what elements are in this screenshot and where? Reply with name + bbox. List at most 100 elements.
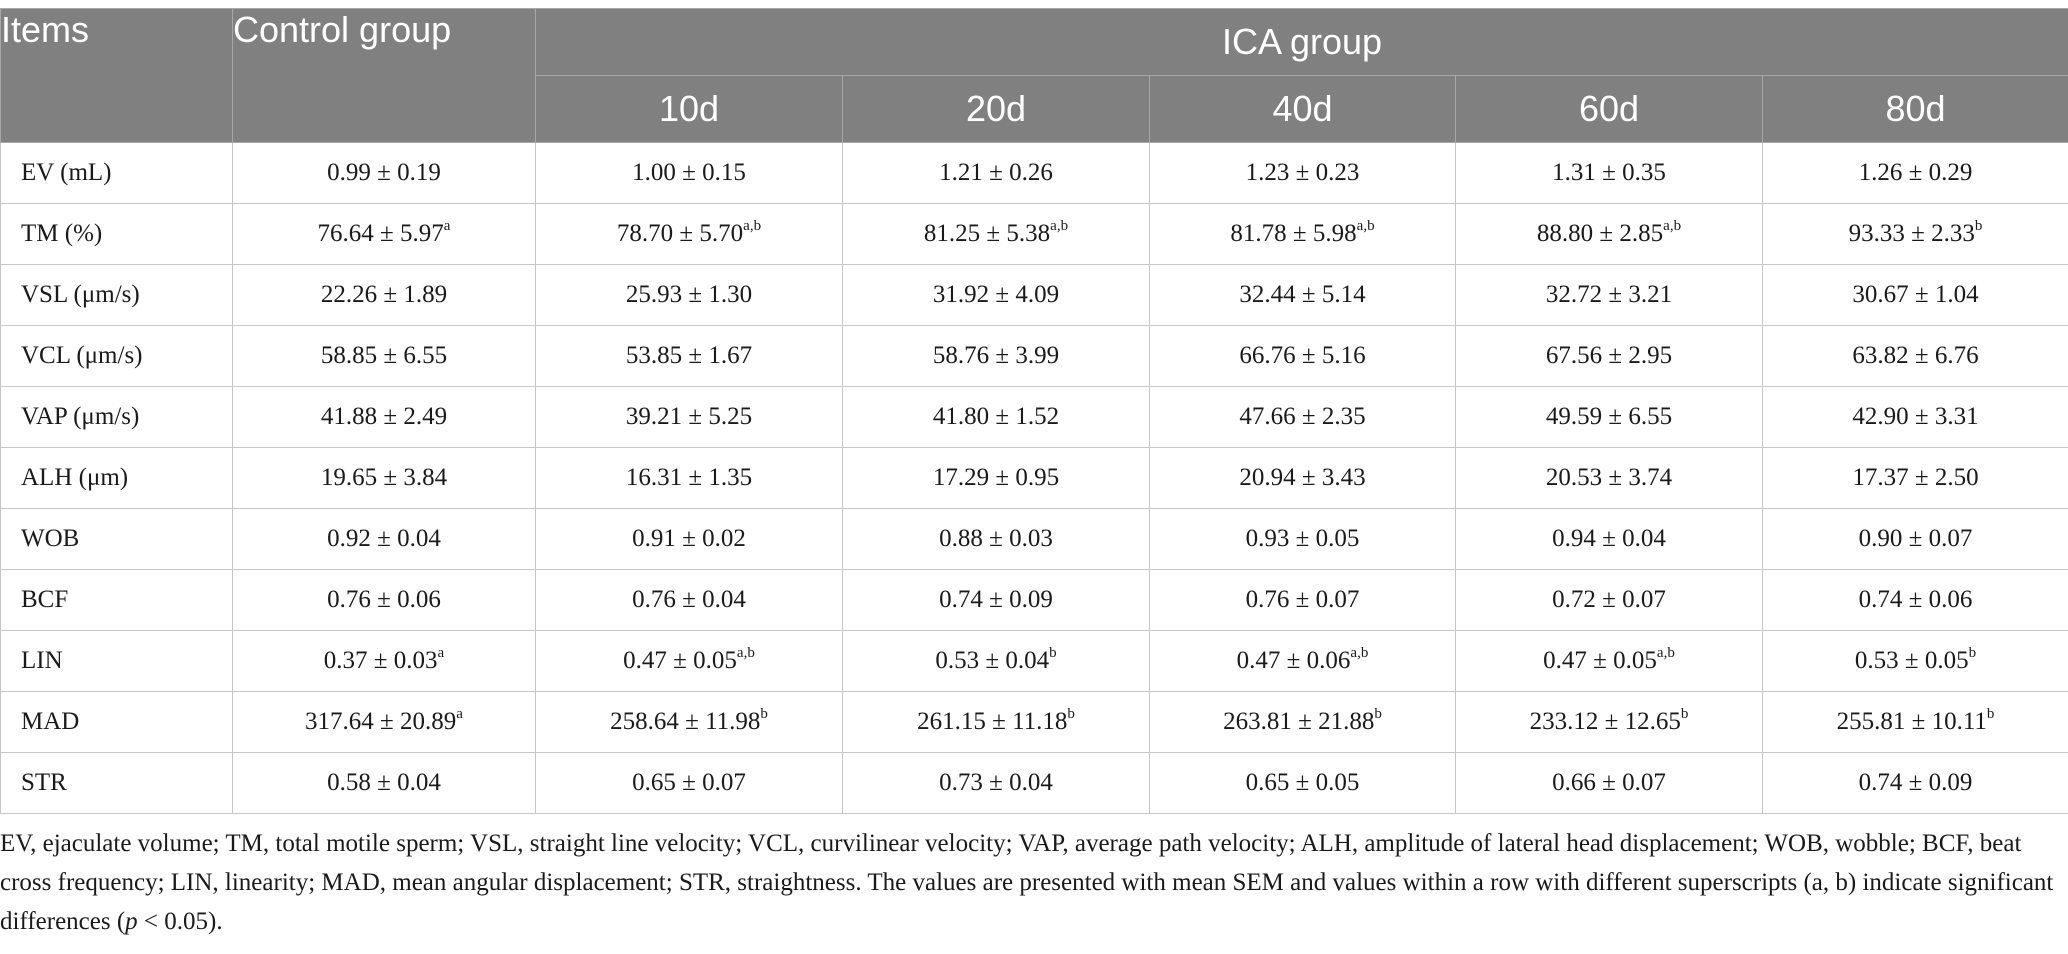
cell-value: 0.53 ± 0.04 — [935, 647, 1050, 674]
header-day-80d: 80d — [1761, 75, 2068, 143]
header-control-group: Control group — [232, 8, 536, 143]
cell-value: 0.53 ± 0.05 — [1854, 647, 1969, 674]
cell-value: 0.74 ± 0.06 — [1858, 586, 1973, 613]
header-day-40d: 40d — [1149, 75, 1456, 143]
table-cell: 261.15 ± 11.18b — [842, 691, 1150, 753]
cell-value: 20.94 ± 3.43 — [1239, 464, 1366, 491]
table-row: WOB 0.92 ± 0.04 0.91 ± 0.02 0.88 ± 0.03 0.93… — [0, 508, 2068, 570]
cell-superscript: b — [1680, 705, 1689, 722]
cell-value: 30.67 ± 1.04 — [1852, 281, 1979, 308]
row-label: MAD — [0, 691, 233, 753]
table-cell: 1.23 ± 0.23 — [1149, 142, 1456, 204]
table-cell: 0.76 ± 0.06 — [232, 569, 536, 631]
table-cell: 0.74 ± 0.09 — [842, 569, 1150, 631]
cell-superscript: a,b — [1350, 644, 1369, 661]
table-cell: 81.25 ± 5.38a,b — [842, 203, 1150, 265]
table-cell: 0.99 ± 0.19 — [232, 142, 536, 204]
cell-superscript: a,b — [743, 217, 762, 234]
table-cell: 49.59 ± 6.55 — [1455, 386, 1763, 448]
cell-superscript: a — [437, 644, 445, 661]
cell-value: 67.56 ± 2.95 — [1545, 342, 1673, 369]
cell-value: 0.76 ± 0.07 — [1245, 586, 1360, 613]
table-row: VCL (μm/s) 58.85 ± 6.55 53.85 ± 1.67 58.76 … — [0, 325, 2068, 387]
cell-superscript: a,b — [1656, 644, 1675, 661]
table-cell: 0.74 ± 0.06 — [1761, 569, 2068, 631]
table-cell: 1.00 ± 0.15 — [535, 142, 843, 204]
table-cell: 93.33 ± 2.33b — [1761, 203, 2068, 265]
table-cell: 258.64 ± 11.98b — [535, 691, 843, 753]
cell-value: 58.76 ± 3.99 — [932, 342, 1060, 369]
cell-value: 0.94 ± 0.04 — [1552, 525, 1666, 552]
table-cell: 32.72 ± 3.21 — [1455, 264, 1763, 326]
table-cell: 25.93 ± 1.30 — [535, 264, 843, 326]
cell-value: 53.85 ± 1.67 — [625, 342, 753, 369]
cell-value: 0.74 ± 0.09 — [1858, 769, 1973, 796]
table-cell: 20.94 ± 3.43 — [1149, 447, 1456, 509]
table-cell: 53.85 ± 1.67 — [535, 325, 843, 387]
table-cell: 31.92 ± 4.09 — [842, 264, 1150, 326]
cell-value: 41.88 ± 2.49 — [320, 403, 448, 430]
cell-superscript: b — [760, 705, 768, 722]
table-cell: 0.47 ± 0.05a,b — [1455, 630, 1763, 692]
table-cell: 22.26 ± 1.89 — [232, 264, 536, 326]
cell-value: 258.64 ± 11.98 — [610, 708, 761, 735]
table-cell: 255.81 ± 10.11b — [1761, 691, 2068, 753]
cell-value: 261.15 ± 11.18 — [917, 708, 1068, 735]
table-row: MAD 317.64 ± 20.89a 258.64 ± 11.98b 261.15 … — [0, 691, 2068, 753]
cell-value: 263.81 ± 21.88 — [1223, 708, 1375, 735]
header-day-60d: 60d — [1455, 75, 1763, 143]
cell-value: 1.21 ± 0.26 — [939, 159, 1053, 186]
table-cell: 20.53 ± 3.74 — [1455, 447, 1763, 509]
cell-value: 17.29 ± 0.95 — [932, 464, 1060, 491]
table-cell: 0.90 ± 0.07 — [1761, 508, 2068, 570]
cell-value: 58.85 ± 6.55 — [320, 342, 448, 369]
cell-value: 0.73 ± 0.04 — [939, 769, 1053, 796]
footnote-text-end: < 0.05). — [137, 908, 223, 935]
table-cell: 0.93 ± 0.05 — [1149, 508, 1456, 570]
cell-value: 0.66 ± 0.07 — [1552, 769, 1666, 796]
table-row: BCF 0.76 ± 0.06 0.76 ± 0.04 0.74 ± 0.09 0.76… — [0, 569, 2068, 631]
cell-value: 0.58 ± 0.04 — [327, 769, 441, 796]
cell-superscript: b — [1067, 705, 1075, 722]
cell-value: 19.65 ± 3.84 — [320, 464, 448, 491]
row-label: LIN — [0, 630, 233, 692]
table-cell: 16.31 ± 1.35 — [535, 447, 843, 509]
cell-value: 42.90 ± 3.31 — [1852, 403, 1979, 430]
table-cell: 17.37 ± 2.50 — [1761, 447, 2068, 509]
cell-value: 81.78 ± 5.98 — [1230, 220, 1357, 247]
header-row-2: 10d 20d 40d 60d 80d — [1, 75, 2068, 143]
cell-value: 32.44 ± 5.14 — [1239, 281, 1366, 308]
table-cell: 0.65 ± 0.05 — [1149, 752, 1456, 814]
table-row: LIN 0.37 ± 0.03a 0.47 ± 0.05a,b 0.53 ± 0.04… — [0, 630, 2068, 692]
table-cell: 1.21 ± 0.26 — [842, 142, 1150, 204]
cell-superscript: a — [456, 705, 463, 722]
cell-value: 47.66 ± 2.35 — [1239, 403, 1366, 430]
cell-value: 25.93 ± 1.30 — [625, 281, 753, 308]
cell-superscript: a,b — [1050, 217, 1069, 234]
table-cell: 0.74 ± 0.09 — [1761, 752, 2068, 814]
cell-value: 0.37 ± 0.03 — [323, 647, 438, 674]
row-label: ALH (μm) — [0, 447, 233, 509]
header-ica-group: ICA group — [534, 8, 2068, 76]
table-cell: 0.58 ± 0.04 — [232, 752, 536, 814]
header-day-10d: 10d — [535, 75, 843, 143]
cell-value: 1.31 ± 0.35 — [1552, 159, 1666, 186]
table-cell: 66.76 ± 5.16 — [1149, 325, 1456, 387]
table-cell: 0.37 ± 0.03a — [232, 630, 536, 692]
cell-superscript: b — [1986, 705, 1995, 722]
cell-superscript: a,b — [1663, 217, 1682, 234]
cell-superscript: b — [1374, 705, 1382, 722]
cell-superscript: a — [443, 217, 451, 234]
cell-value: 22.26 ± 1.89 — [320, 281, 448, 308]
table-cell: 263.81 ± 21.88b — [1149, 691, 1456, 753]
table-cell: 0.73 ± 0.04 — [842, 752, 1150, 814]
table-cell: 0.92 ± 0.04 — [232, 508, 536, 570]
table-row: ALH (μm) 19.65 ± 3.84 16.31 ± 1.35 17.29 ± … — [0, 447, 2068, 509]
table-cell: 0.53 ± 0.05b — [1761, 630, 2068, 692]
cell-value: 0.91 ± 0.02 — [632, 525, 746, 552]
table-row: VSL (μm/s) 22.26 ± 1.89 25.93 ± 1.30 31.92 … — [0, 264, 2068, 326]
cell-value: 233.12 ± 12.65 — [1529, 708, 1681, 735]
cell-value: 0.88 ± 0.03 — [939, 525, 1053, 552]
cell-value: 0.47 ± 0.05 — [1543, 647, 1657, 674]
table-cell: 39.21 ± 5.25 — [535, 386, 843, 448]
